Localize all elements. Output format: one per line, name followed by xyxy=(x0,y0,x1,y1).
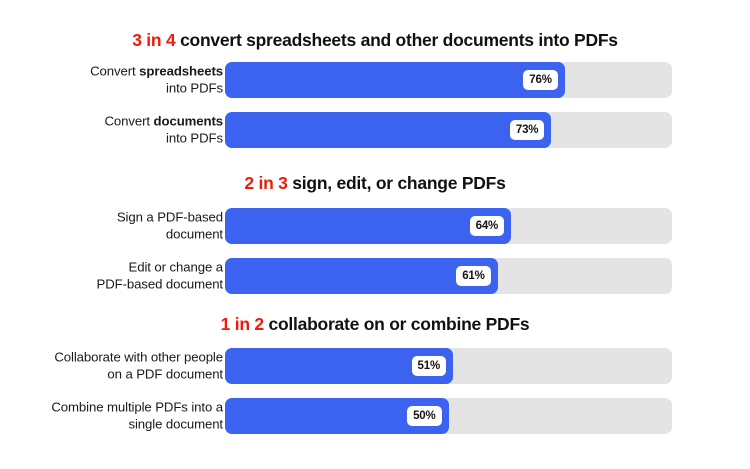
bar-label-line-2: document xyxy=(165,226,223,241)
bar-label-line-2: into PDFs xyxy=(166,80,223,95)
bar-label: Edit or change a PDF-based document xyxy=(0,259,224,293)
bar-value-badge: 61% xyxy=(456,266,491,286)
bar-label-line-1: Sign a PDF-based xyxy=(116,209,223,225)
bar-label-line-1: Convert documents xyxy=(104,113,224,129)
bar-label: Sign a PDF-based document xyxy=(0,210,223,243)
bar-fill: 61% xyxy=(225,258,498,294)
section-heading-ratio: 2 in 3 xyxy=(244,173,288,193)
bar-label: Convert documents into PDFs xyxy=(0,113,224,147)
section-heading-ratio: 1 in 2 xyxy=(220,314,265,334)
bar-label-line-1: Convert spreadsheets xyxy=(90,63,223,79)
bar-value-badge: 50% xyxy=(407,406,442,426)
section-heading-3: 1 in 2 collaborate on or combine PDFs xyxy=(0,314,750,334)
bar-label-line-2: single document xyxy=(128,416,223,431)
table-row: Combine multiple PDFs into a single docu… xyxy=(0,398,750,434)
bar-label-line-2: into PDFs xyxy=(166,130,223,145)
bar-track: 73% xyxy=(225,112,672,148)
bar-track: 64% xyxy=(225,208,672,244)
bar-track: 51% xyxy=(225,348,672,384)
bar-fill: 51% xyxy=(225,348,453,384)
section-heading-text: collaborate on or combine PDFs xyxy=(268,314,530,334)
bar-fill: 50% xyxy=(225,398,449,434)
bar-value-badge: 51% xyxy=(411,356,446,376)
bar-fill: 76% xyxy=(225,62,565,98)
bar-track: 61% xyxy=(225,258,672,294)
bar-track: 50% xyxy=(225,398,672,434)
section-heading-1: 3 in 4 convert spreadsheets and other do… xyxy=(0,30,750,50)
bar-value-badge: 64% xyxy=(469,216,505,236)
section-heading-text: convert spreadsheets and other documents… xyxy=(180,30,618,50)
bar-label-line-1: Combine multiple PDFs into a xyxy=(51,399,223,415)
bar-value-badge: 76% xyxy=(523,70,558,90)
bar-label: Combine multiple PDFs into a single docu… xyxy=(0,400,223,433)
section-heading-ratio: 3 in 4 xyxy=(132,30,176,50)
bar-label-line-1: Collaborate with other people xyxy=(54,349,223,365)
table-row: Sign a PDF-based document 64% xyxy=(0,208,750,244)
bar-label-line-1: Edit or change a xyxy=(128,259,224,275)
bar-fill: 73% xyxy=(225,112,552,148)
table-row: Edit or change a PDF-based document 61% xyxy=(0,258,750,294)
bar-label-line-2: PDF-based document xyxy=(96,276,224,291)
bar-label: Convert spreadsheets into PDFs xyxy=(0,64,223,97)
section-heading-2: 2 in 3 sign, edit, or change PDFs xyxy=(0,173,750,193)
table-row: Collaborate with other people on a PDF d… xyxy=(0,348,750,384)
section-heading-text: sign, edit, or change PDFs xyxy=(292,173,506,193)
bar-label: Collaborate with other people on a PDF d… xyxy=(0,350,223,383)
table-row: Convert documents into PDFs 73% xyxy=(0,112,750,148)
bar-fill: 64% xyxy=(225,208,512,244)
table-row: Convert spreadsheets into PDFs 76% xyxy=(0,62,750,98)
bar-value-badge: 73% xyxy=(509,120,545,140)
bar-track: 76% xyxy=(225,62,672,98)
bar-label-line-2: on a PDF document xyxy=(107,366,223,381)
